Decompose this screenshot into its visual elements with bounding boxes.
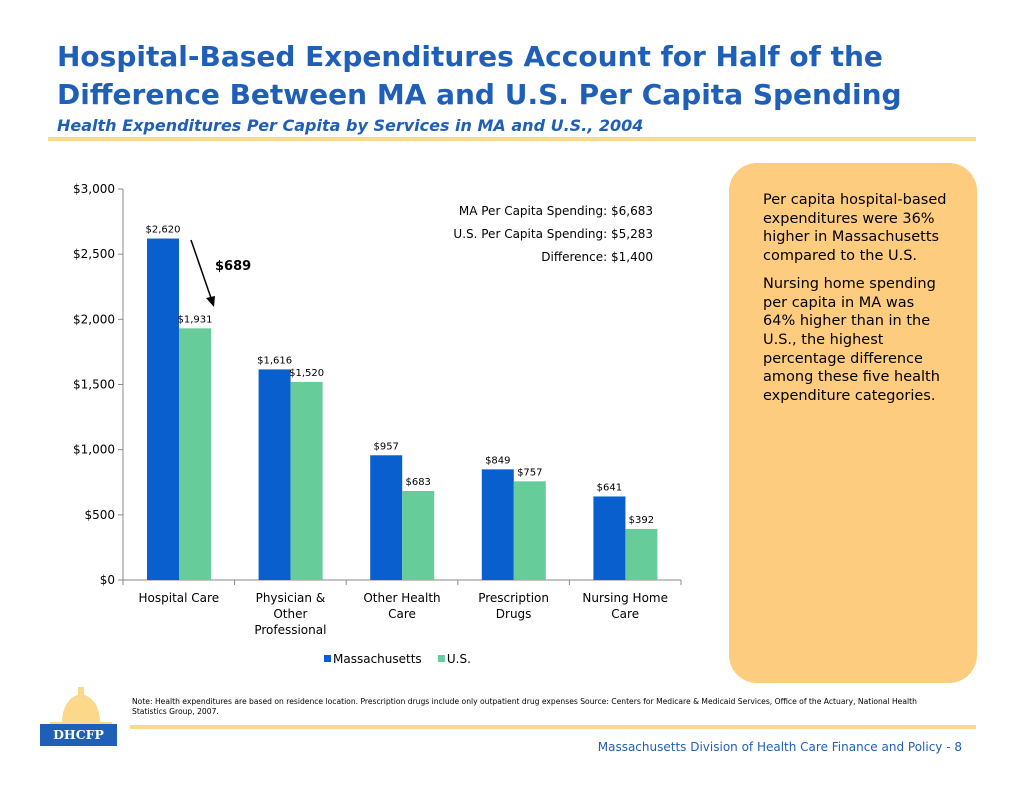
bar [290,381,323,580]
bars [147,238,658,580]
legend-label: Massachusetts [333,652,422,666]
legend-swatch [324,655,331,662]
commentary-nursing-home: Nursing home spending per capita in MA w… [763,275,940,405]
bar [481,469,514,580]
summary-us-total: U.S. Per Capita Spending: $5,283 [453,227,653,241]
bar [370,455,403,580]
footer-text: Massachusetts Division of Health Care Fi… [597,740,962,754]
y-tick-label: $2,000 [73,312,115,326]
y-axis: $0 $500 $1,000 $1,500 $2,000 $2,500 $3,000 [73,182,124,587]
bar [513,481,546,580]
x-tick-label: Physician & Other Professional [254,591,326,637]
legend-label: U.S. [447,652,471,666]
summary-difference: Difference: $1,400 [541,250,653,264]
commentary-panel: Per capita hospital-based expenditures w… [729,163,977,683]
bar-value-label: $641 [597,482,622,493]
bar [258,369,291,580]
x-tick-label: Prescription Drugs [478,591,549,621]
commentary-hospital: Per capita hospital-based expenditures w… [763,192,947,265]
header-divider [48,137,976,141]
y-tick-label: $3,000 [73,182,115,196]
bar [593,496,626,580]
y-tick-label: $500 [84,508,115,522]
slide-title: Hospital-Based Expenditures Account for … [57,40,902,111]
y-tick-label: $1,000 [73,443,115,457]
difference-callout: $689 [215,259,251,274]
bar [179,328,211,580]
x-tick-label: Nursing Home Care [582,591,668,621]
y-tick-label: $1,500 [73,378,115,392]
difference-arrow-head [206,296,215,307]
bar-value-label: $849 [485,455,510,466]
bar [625,528,658,580]
difference-arrow-line [190,239,212,299]
bar-value-label: $392 [629,515,654,526]
summary-ma-total: MA Per Capita Spending: $6,683 [459,204,653,218]
x-tick-label: Hospital Care [139,591,220,605]
x-tick-label: Other Health Care [363,591,440,621]
slide-subtitle: Health Expenditures Per Capita by Servic… [57,116,644,135]
bar-value-label: $957 [373,441,398,452]
source-note: Note: Health expenditures are based on r… [132,697,917,716]
bar-value-label: $2,620 [146,225,181,236]
legend: Massachusetts U.S. [324,652,471,666]
data-labels: $2,620 $1,616 $957 $849 $641 $1,931 $1,520 $683… [146,225,655,526]
footer-divider [130,725,976,729]
bar-value-label: $1,616 [257,355,292,366]
legend-swatch [437,655,445,662]
bar-value-label: $1,931 [178,314,213,325]
y-tick-label: $2,500 [73,247,115,261]
bar-value-label: $683 [405,477,430,488]
logo-label: DHCFP [40,724,117,746]
x-axis: Hospital Care Physician & Other Professiona… [122,579,682,637]
bar-value-label: $757 [517,467,542,478]
bar [402,490,435,580]
bar [147,238,179,580]
y-tick-label: $0 [100,573,115,587]
bar-value-label: $1,520 [289,368,324,379]
annotations: MA Per Capita Spending: $6,683 U.S. Per … [190,204,653,307]
